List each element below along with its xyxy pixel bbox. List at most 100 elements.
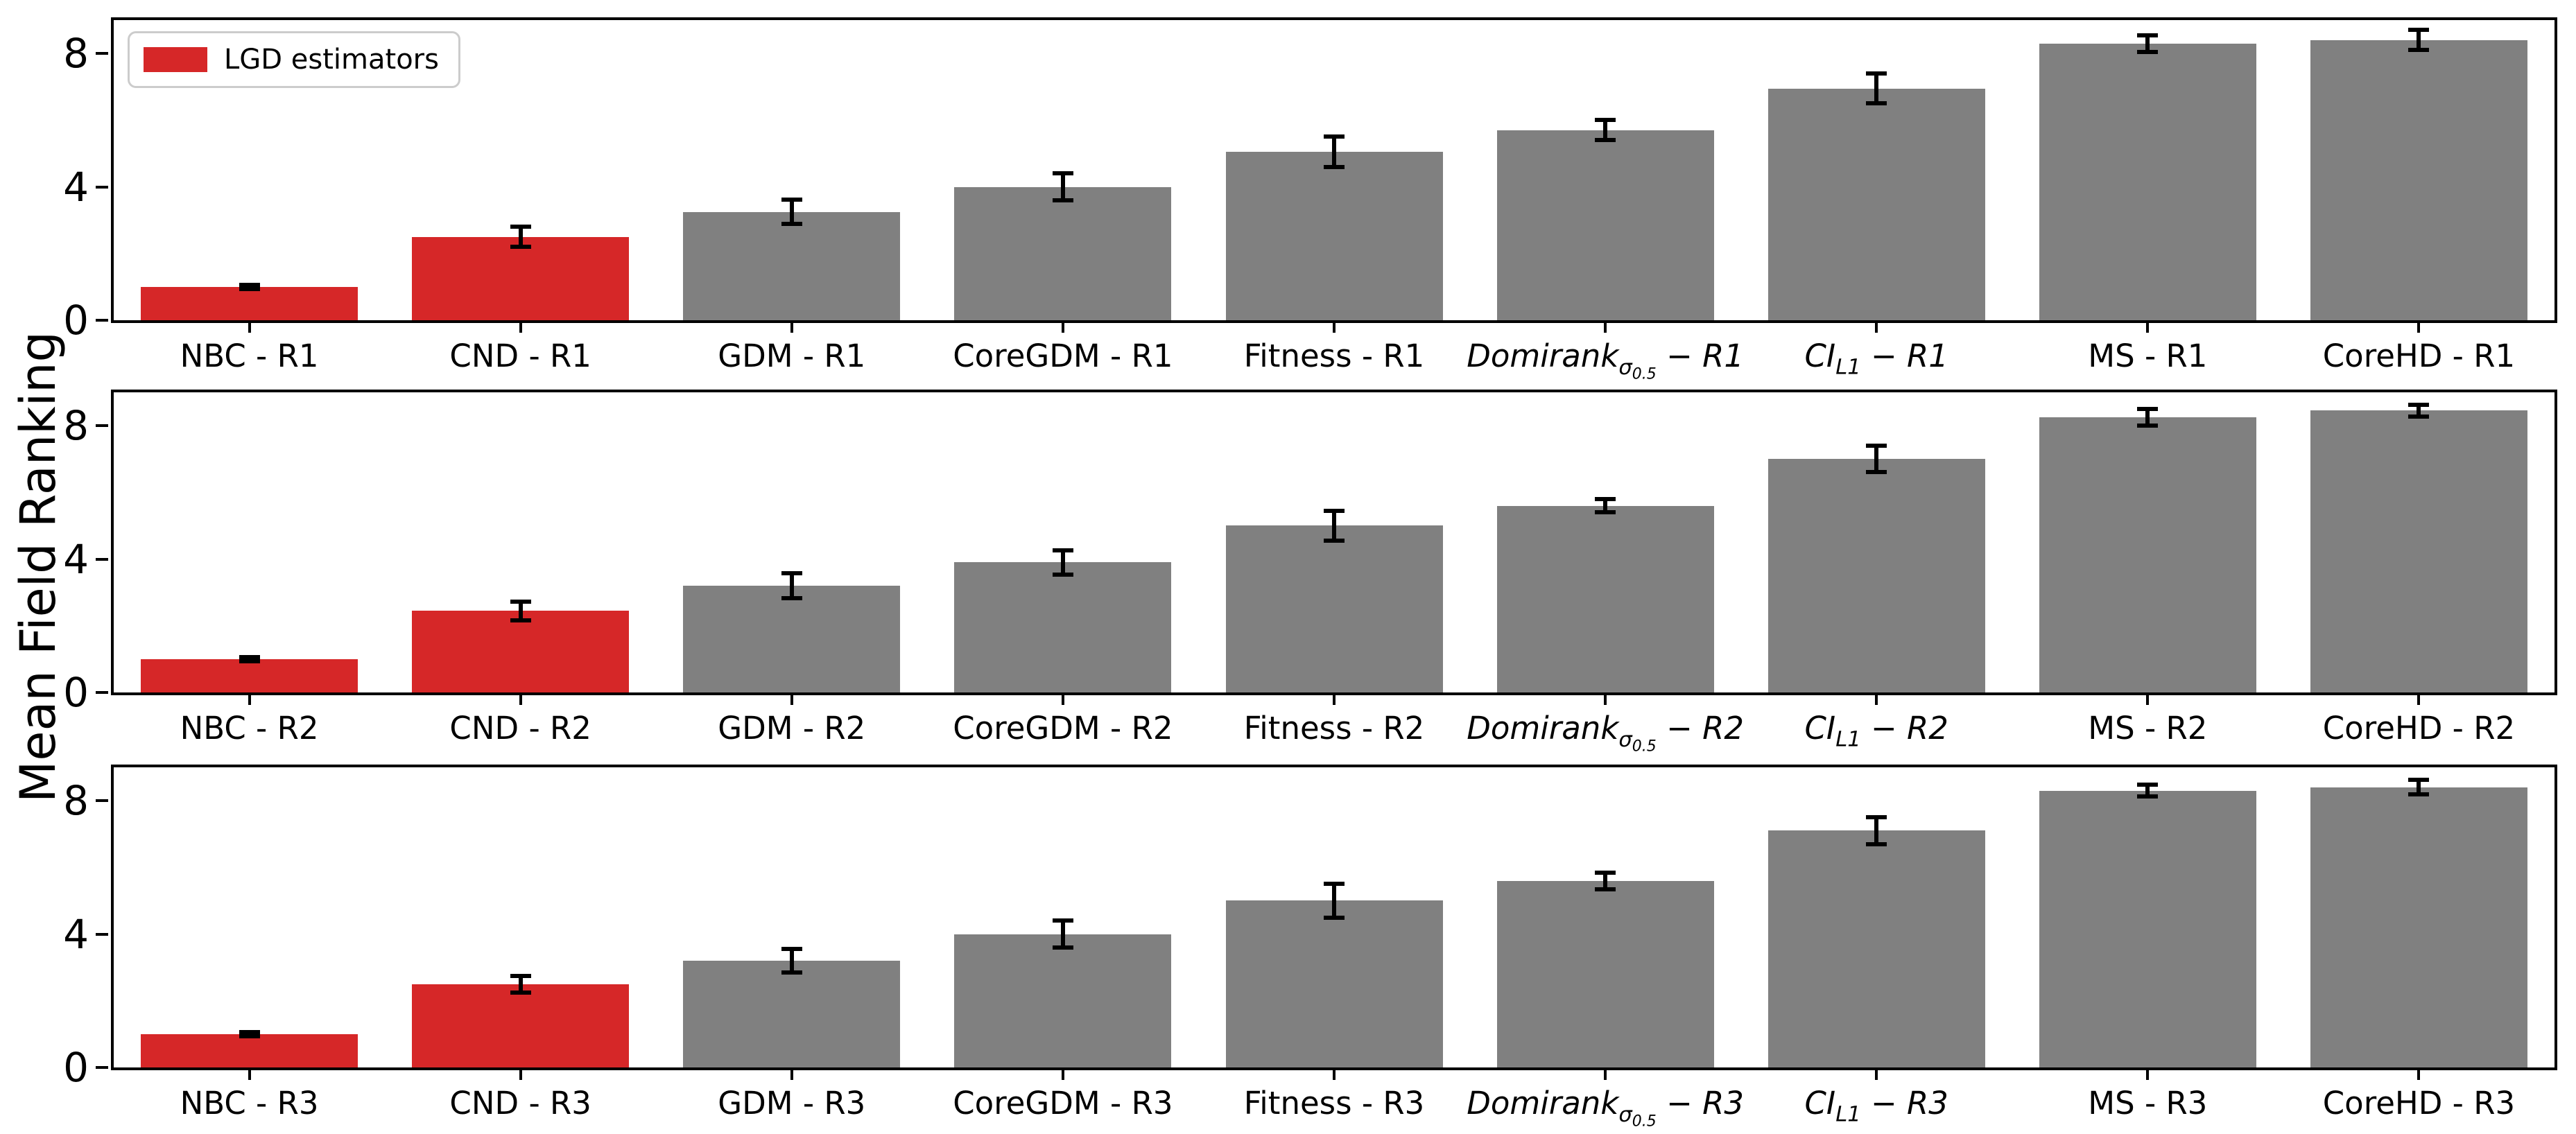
x-tick-mark xyxy=(1875,692,1878,705)
error-bar-cap xyxy=(2408,414,2429,419)
tick-label-subsubscript: 0.5 xyxy=(1632,365,1657,383)
error-bar-cap xyxy=(2408,792,2429,797)
bar-corehd-r1 xyxy=(2310,40,2527,320)
x-tick-label: NBC - R1 xyxy=(180,338,319,374)
error-bar-cap xyxy=(2137,407,2158,412)
error-bar-cap xyxy=(1053,572,1073,577)
x-tick-mark xyxy=(2146,320,2149,333)
error-bar-cap xyxy=(1595,118,1616,123)
bar-coregdm-r1 xyxy=(954,186,1171,320)
x-tick-label: CIL1 − R1 xyxy=(1805,338,1948,386)
x-tick-mark xyxy=(248,320,251,333)
error-bar xyxy=(519,227,523,247)
bar-ms-r2 xyxy=(2039,417,2256,692)
error-bar-cap xyxy=(2137,33,2158,37)
y-tick-mark xyxy=(96,1066,108,1069)
y-tick-label: 4 xyxy=(63,910,89,958)
x-tick-mark xyxy=(2417,320,2420,333)
y-tick-label: 0 xyxy=(63,1044,89,1091)
error-bar-cap xyxy=(781,947,802,952)
bar-ms-r3 xyxy=(2039,790,2256,1067)
error-bar-cap xyxy=(510,990,531,995)
x-tick-mark xyxy=(1604,1067,1607,1080)
x-tick-mark xyxy=(790,1067,793,1080)
tick-label-base: Domirank xyxy=(1467,1085,1619,1122)
error-bar-cap xyxy=(1053,198,1073,202)
error-bar xyxy=(248,656,252,662)
x-tick-label: CND - R3 xyxy=(449,1085,591,1122)
y-tick-label: 8 xyxy=(63,777,89,825)
x-tick-mark xyxy=(1875,1067,1878,1080)
x-tick-label: CoreHD - R2 xyxy=(2322,710,2516,747)
error-bar xyxy=(2417,780,2421,795)
error-bar-cap xyxy=(1053,945,1073,950)
x-tick-label: Fitness - R2 xyxy=(1243,710,1425,747)
x-tick-label: GDM - R3 xyxy=(718,1085,866,1122)
error-bar xyxy=(1603,120,1607,141)
error-bar-cap xyxy=(510,225,531,229)
error-bar-cap xyxy=(1595,870,1616,875)
bar-domirank-r3 xyxy=(1497,880,1714,1067)
bar-corehd-r3 xyxy=(2310,787,2527,1067)
error-bar xyxy=(1874,73,1878,104)
bar-gdm-r3 xyxy=(683,961,900,1067)
bar-cnd-r2 xyxy=(412,611,629,692)
y-tick-mark xyxy=(96,185,108,189)
error-bar-cap xyxy=(1324,915,1345,920)
error-bar xyxy=(2145,35,2150,52)
error-bar-cap xyxy=(1595,510,1616,515)
error-bar-cap xyxy=(2137,424,2158,428)
error-bar-cap xyxy=(2137,49,2158,54)
bar-coregdm-r3 xyxy=(954,934,1171,1067)
x-tick-label: Domirankσ0.5 − R2 xyxy=(1467,710,1744,765)
error-bar-cap xyxy=(1866,470,1887,475)
tick-label-suffix: − R3 xyxy=(1860,1085,1948,1122)
bar-coregdm-r2 xyxy=(954,562,1171,692)
error-bar-cap xyxy=(1866,101,1887,106)
error-bar-cap xyxy=(1053,918,1073,923)
error-bar-cap xyxy=(1324,882,1345,887)
error-bar-cap xyxy=(1324,539,1345,543)
y-tick-label: 0 xyxy=(63,297,89,344)
error-bar-cap xyxy=(781,222,802,227)
error-bar-cap xyxy=(510,245,531,250)
legend-label: LGD estimators xyxy=(224,44,439,76)
x-tick-label: Domirankσ0.5 − R3 xyxy=(1467,1085,1744,1134)
tick-label-suffix: − R1 xyxy=(1860,338,1948,374)
x-tick-mark xyxy=(1875,320,1878,333)
x-tick-mark xyxy=(2417,1067,2420,1080)
bar-fitness-r2 xyxy=(1226,525,1443,692)
bar-domirank-r2 xyxy=(1497,505,1714,692)
error-bar xyxy=(1332,137,1336,167)
tick-label-subsubscript: 0.5 xyxy=(1632,1113,1657,1131)
x-tick-mark xyxy=(1333,692,1335,705)
error-bar xyxy=(2417,405,2421,417)
tick-label-suffix: − R3 xyxy=(1656,1085,1745,1122)
x-tick-mark xyxy=(2146,1067,2149,1080)
x-tick-label: CoreGDM - R1 xyxy=(953,338,1173,374)
error-bar-cap xyxy=(1324,164,1345,169)
y-tick-label: 8 xyxy=(63,402,89,450)
bar-ms-r1 xyxy=(2039,43,2256,320)
error-bar-cap xyxy=(510,973,531,978)
x-tick-label: Fitness - R3 xyxy=(1243,1085,1425,1122)
bar-fitness-r3 xyxy=(1226,900,1443,1067)
tick-label-suffix: − R2 xyxy=(1860,710,1948,747)
error-bar xyxy=(2145,409,2150,426)
x-tick-mark xyxy=(2146,692,2149,705)
error-bar-cap xyxy=(239,287,260,292)
bar-ci-r1 xyxy=(1768,88,1985,320)
tick-label-suffix: − R2 xyxy=(1656,710,1745,747)
bar-ci-r3 xyxy=(1768,830,1985,1067)
error-bar-cap xyxy=(781,197,802,202)
y-tick-mark xyxy=(96,424,108,428)
error-bar-cap xyxy=(510,599,531,604)
tick-label-base: Domirank xyxy=(1467,338,1619,374)
bar-nbc-r2 xyxy=(141,658,358,692)
tick-label-base: CI xyxy=(1804,710,1836,747)
error-bar-cap xyxy=(239,282,260,287)
x-tick-label: Fitness - R1 xyxy=(1243,338,1425,374)
error-bar-cap xyxy=(510,618,531,622)
error-bar xyxy=(248,1031,252,1037)
